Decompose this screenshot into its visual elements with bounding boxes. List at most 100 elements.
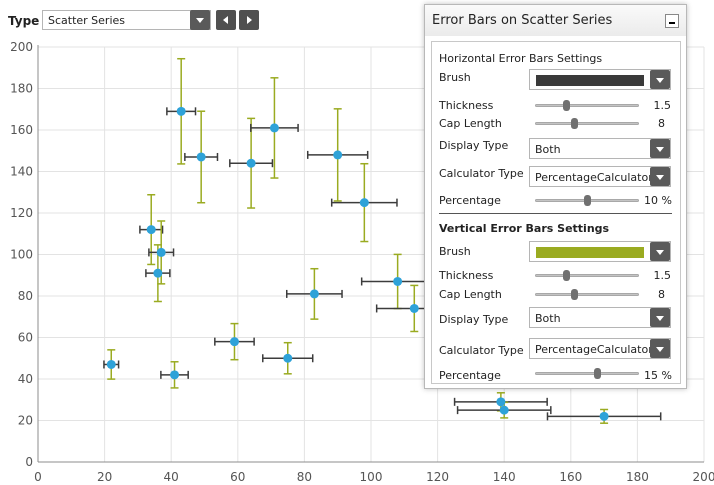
panel-title: Error Bars on Scatter Series [432, 13, 613, 28]
data-point [229, 337, 239, 347]
vertical-cap-label: Cap Length [439, 288, 502, 301]
horizontal-brush-select[interactable] [529, 69, 671, 90]
data-point [246, 158, 256, 168]
x-tick-label: 120 [426, 470, 449, 484]
data-point [309, 289, 319, 299]
x-tick-label: 100 [360, 470, 383, 484]
x-tick-label: 160 [559, 470, 582, 484]
horizontal-display-value: Both [535, 143, 561, 156]
vertical-percentage-value: 15 % [644, 369, 672, 382]
x-tick-label: 40 [164, 470, 179, 484]
horizontal-thickness-value: 1.5 [653, 99, 672, 112]
y-tick-label: 100 [10, 248, 33, 262]
horizontal-cap-thumb[interactable] [571, 118, 579, 129]
section-divider [439, 213, 672, 214]
x-tick-label: 200 [693, 470, 714, 484]
horizontal-display-dropdown[interactable] [650, 139, 670, 158]
chevron-down-icon [656, 175, 664, 180]
series-dropdown-button[interactable] [190, 10, 210, 30]
chevron-down-icon [196, 18, 204, 23]
y-tick-label: 180 [10, 82, 33, 96]
horizontal-calculator-value: PercentageCalculator [535, 171, 653, 184]
horizontal-cap-label: Cap Length [439, 117, 502, 130]
horizontal-thickness-slider[interactable] [535, 104, 639, 107]
chevron-down-icon [656, 250, 664, 255]
vertical-thickness-label: Thickness [439, 269, 494, 282]
minimize-button[interactable] [665, 14, 679, 28]
previous-series-button[interactable] [216, 10, 236, 30]
horizontal-calculator-dropdown[interactable] [650, 167, 670, 186]
horizontal-section-title: Horizontal Error Bars Settings [439, 52, 603, 65]
arrow-right-icon [247, 16, 252, 24]
vertical-brush-select[interactable] [529, 241, 671, 262]
data-point [599, 411, 609, 421]
vertical-display-value: Both [535, 312, 561, 325]
y-tick-label: 160 [10, 123, 33, 137]
y-tick-label: 20 [18, 414, 33, 428]
vertical-thickness-thumb[interactable] [562, 270, 570, 281]
data-point [409, 303, 419, 313]
vertical-percentage-slider[interactable] [535, 372, 639, 375]
type-label: Type [8, 14, 40, 28]
x-tick-label: 0 [34, 470, 42, 484]
y-tick-label: 200 [10, 40, 33, 54]
horizontal-percentage-thumb[interactable] [583, 195, 591, 206]
data-point [496, 397, 506, 407]
vertical-thickness-value: 1.5 [653, 269, 672, 282]
horizontal-percentage-value: 10 % [644, 194, 672, 207]
horizontal-display-select[interactable]: Both [529, 138, 671, 159]
vertical-calculator-select[interactable]: PercentageCalculator [529, 338, 671, 359]
data-point [269, 123, 279, 133]
panel-header: Error Bars on Scatter Series [425, 5, 686, 36]
vertical-brush-swatch [536, 247, 644, 258]
minimize-icon [669, 22, 675, 24]
vertical-calculator-dropdown[interactable] [650, 339, 670, 358]
data-point [176, 106, 186, 116]
vertical-display-select[interactable]: Both [529, 307, 671, 328]
data-point [499, 405, 509, 415]
horizontal-cap-value: 8 [658, 117, 665, 130]
vertical-cap-value: 8 [658, 288, 665, 301]
data-point [170, 370, 180, 380]
y-tick-label: 60 [18, 331, 33, 345]
vertical-thickness-slider[interactable] [535, 274, 639, 277]
x-tick-label: 20 [97, 470, 112, 484]
arrow-left-icon [223, 16, 228, 24]
chevron-down-icon [656, 78, 664, 83]
chevron-down-icon [656, 316, 664, 321]
y-tick-label: 120 [10, 206, 33, 220]
x-tick-label: 80 [297, 470, 312, 484]
y-tick-label: 140 [10, 165, 33, 179]
data-point [106, 359, 116, 369]
vertical-brush-dropdown[interactable] [650, 242, 670, 261]
data-point [359, 198, 369, 208]
x-tick-label: 140 [493, 470, 516, 484]
chevron-down-icon [656, 347, 664, 352]
series-type-select[interactable]: Scatter Series [42, 10, 211, 30]
vertical-display-label: Display Type [439, 313, 509, 326]
series-type-value: Scatter Series [48, 14, 126, 27]
horizontal-brush-dropdown[interactable] [650, 70, 670, 89]
vertical-cap-slider[interactable] [535, 293, 639, 296]
y-tick-label: 40 [18, 372, 33, 386]
data-point [156, 247, 166, 257]
horizontal-cap-slider[interactable] [535, 122, 639, 125]
horizontal-percentage-label: Percentage [439, 194, 501, 207]
horizontal-calculator-select[interactable]: PercentageCalculator [529, 166, 671, 187]
vertical-percentage-thumb[interactable] [593, 368, 601, 379]
horizontal-brush-swatch [536, 75, 644, 86]
vertical-cap-thumb[interactable] [571, 289, 579, 300]
vertical-brush-label: Brush [439, 245, 471, 258]
data-point [283, 353, 293, 363]
vertical-display-dropdown[interactable] [650, 308, 670, 327]
data-point [153, 268, 163, 278]
vertical-percentage-label: Percentage [439, 369, 501, 382]
data-point [196, 152, 206, 162]
horizontal-calculator-label: Calculator Type [439, 167, 524, 180]
horizontal-brush-label: Brush [439, 71, 471, 84]
horizontal-thickness-thumb[interactable] [562, 100, 570, 111]
next-series-button[interactable] [239, 10, 259, 30]
y-tick-label: 0 [25, 455, 33, 469]
y-tick-label: 80 [18, 289, 33, 303]
chevron-down-icon [656, 147, 664, 152]
